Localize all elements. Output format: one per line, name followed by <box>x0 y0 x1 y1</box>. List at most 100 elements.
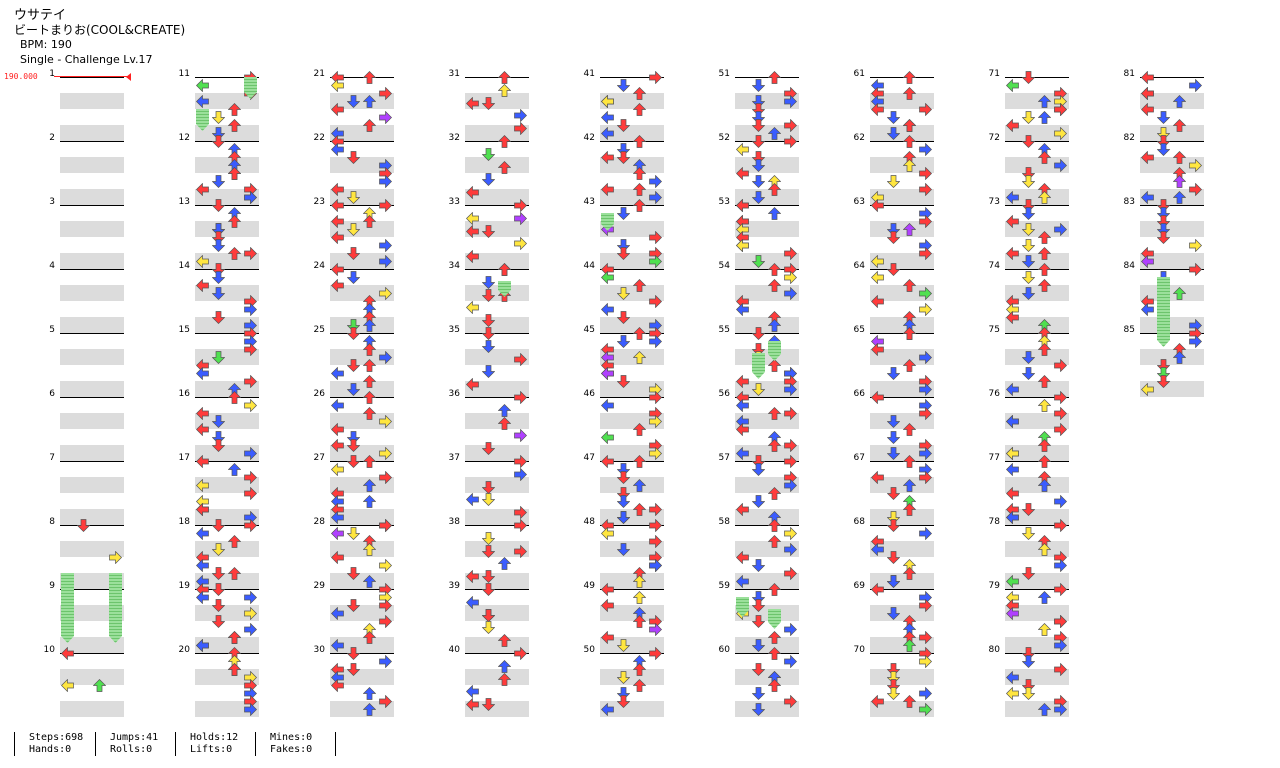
arrow-up-icon <box>633 279 646 292</box>
measure-number: 28 <box>313 517 325 527</box>
arrow-right-icon <box>649 447 662 460</box>
arrow-up-icon <box>498 263 511 276</box>
arrow-left-icon <box>871 695 884 708</box>
arrow-left-icon <box>331 103 344 116</box>
arrow-up-icon <box>768 407 781 420</box>
measure-number: 71 <box>988 69 1000 79</box>
measure-number: 24 <box>313 261 325 271</box>
arrow-right-icon <box>784 135 797 148</box>
measure-number: 63 <box>853 197 865 207</box>
arrow-up-icon <box>498 416 511 430</box>
arrow-up-icon <box>768 535 781 548</box>
beat-stripe <box>1140 381 1204 397</box>
arrow-down-icon <box>212 543 225 556</box>
arrow-down-icon <box>887 231 900 244</box>
beat-stripe <box>735 413 799 429</box>
arrow-up-icon <box>768 679 781 692</box>
arrow-left-icon <box>1006 447 1019 460</box>
beat-stripe <box>870 605 934 621</box>
beat-stripe <box>195 221 259 237</box>
beat-stripe <box>735 221 799 237</box>
arrow-down-icon <box>887 263 900 276</box>
beat-stripe <box>735 157 799 173</box>
measure-line <box>330 77 394 78</box>
arrow-left-icon <box>1141 191 1154 204</box>
measure-number: 45 <box>583 325 595 335</box>
beat-stripe <box>1140 285 1204 301</box>
rolls-count: Rolls:0 <box>110 744 153 755</box>
beat-stripe <box>1005 445 1069 461</box>
beat-stripe <box>1005 509 1069 525</box>
arrow-right-icon <box>919 215 932 228</box>
arrow-left-icon <box>871 543 884 556</box>
arrow-down-icon <box>212 615 225 628</box>
arrow-up-icon <box>498 634 511 648</box>
arrow-left-icon <box>331 679 344 692</box>
beat-stripe <box>330 221 394 237</box>
beat-stripe <box>465 93 529 109</box>
beat-stripe <box>60 349 124 365</box>
measure-line <box>330 461 394 462</box>
measure-number: 12 <box>178 133 190 143</box>
measure-line <box>1005 269 1069 270</box>
arrow-right-icon <box>649 503 662 516</box>
arrow-down-icon <box>212 583 225 596</box>
arrow-down-icon <box>617 495 630 508</box>
arrow-right-icon <box>649 535 662 548</box>
measure-line <box>60 653 124 654</box>
measure-line <box>60 77 124 78</box>
arrow-right-icon <box>919 655 932 668</box>
beat-stripe <box>60 221 124 237</box>
beat-stripe <box>1140 253 1204 269</box>
beat-stripe <box>870 125 934 141</box>
arrow-up-icon <box>93 679 106 692</box>
arrow-up-icon <box>363 407 376 420</box>
arrow-up-icon <box>228 463 241 476</box>
measure-line <box>330 589 394 590</box>
measure-column: 81 82 83 84 85 <box>1124 69 1204 397</box>
measure-line <box>600 269 664 270</box>
measure-number: 37 <box>448 453 460 463</box>
arrow-down-icon <box>617 287 630 300</box>
measure-line <box>600 653 664 654</box>
measure-column: 51 52 53 54 55 56 57 58 59 60 <box>719 69 799 717</box>
arrow-up-icon <box>903 639 916 652</box>
beat-stripe <box>600 573 664 589</box>
measure-line <box>60 461 124 462</box>
arrow-right-icon <box>649 559 662 572</box>
arrow-up-icon <box>1173 95 1186 108</box>
arrow-left-icon <box>601 599 614 612</box>
arrow-right-icon <box>244 703 257 716</box>
measure-number: 65 <box>853 325 865 335</box>
arrow-down-icon <box>752 255 765 268</box>
beat-stripe <box>600 477 664 493</box>
beat-stripe <box>870 445 934 461</box>
arrow-down-icon <box>752 151 765 164</box>
arrow-left-icon <box>601 431 614 444</box>
arrow-left-icon <box>1006 311 1019 324</box>
measure-column: 11 12 13 14 15 16 17 18 19 20 <box>179 69 259 717</box>
arrow-down-icon <box>1022 71 1035 84</box>
arrow-left-icon <box>331 399 344 412</box>
arrow-left-icon <box>1141 151 1154 164</box>
arrow-left-icon <box>601 127 614 140</box>
arrow-left-icon <box>331 639 344 652</box>
arrow-up-icon <box>1038 703 1051 716</box>
beat-stripe <box>60 157 124 173</box>
measure-number: 31 <box>448 69 460 79</box>
arrow-up-icon <box>363 119 376 132</box>
arrow-up-icon <box>363 575 376 588</box>
measure-column: 21 22 23 24 25 26 27 28 29 30 <box>314 69 394 717</box>
beat-stripe <box>1140 157 1204 173</box>
arrow-left-icon <box>1006 463 1019 476</box>
beat-stripe <box>330 605 394 621</box>
arrow-right-icon <box>379 655 392 668</box>
arrow-down-icon <box>617 687 630 700</box>
measure-number: 78 <box>988 517 1000 527</box>
arrow-down-icon <box>617 671 630 684</box>
beat-stripe <box>600 381 664 397</box>
hold-body <box>196 109 209 131</box>
measure-number: 54 <box>718 261 730 271</box>
arrow-up-icon <box>498 403 511 417</box>
measure-number: 55 <box>718 325 730 335</box>
